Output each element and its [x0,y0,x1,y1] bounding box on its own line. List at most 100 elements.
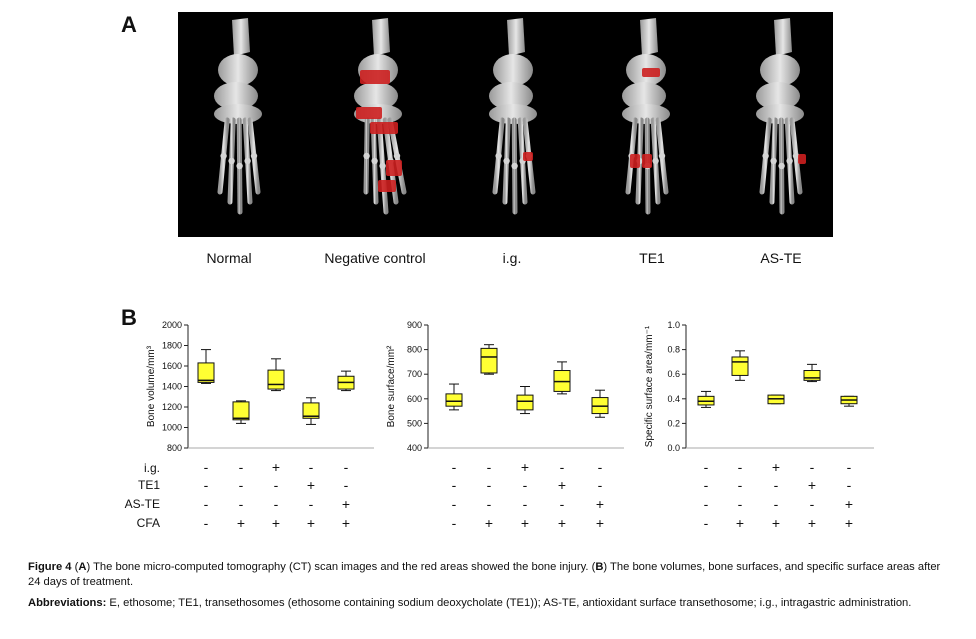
y-tick-label: 900 [407,320,422,330]
treatment-sign: - [597,459,603,475]
y-tick-label: 1000 [162,423,182,433]
box-plot [302,397,320,425]
bone-injury-area [642,154,652,168]
box-plot [803,363,821,383]
treatment-sign: - [238,496,244,512]
box-plot [232,400,250,424]
y-tick-label: 700 [407,369,422,379]
treatment-sign: - [451,459,457,475]
treatment-sign: - [703,515,709,531]
bone-injury-area [356,107,382,119]
paw-ct-render [354,18,407,215]
box-plot [840,395,858,407]
y-tick-label: 800 [407,345,422,355]
box-plot [697,390,715,408]
treatment-sign: - [451,496,457,512]
iqr-box [232,401,250,421]
treatment-sign: - [238,459,244,475]
y-tick-label: 1600 [162,361,182,371]
row-label-te1: TE1 [137,478,160,492]
abbreviations-text: E, ethosome; TE1, transethosomes (ethoso… [106,597,912,609]
treatment-sign: - [238,477,244,493]
treatment-sign: + [341,496,351,512]
caption-b: B [595,561,604,573]
treatment-sign: - [846,459,852,475]
ct-label-ig: i.g. [502,250,522,266]
y-axis-label: Specific surface area/mm⁻¹ [644,325,655,447]
iqr-box [197,362,215,383]
bone-volume-chart: 800 1000 1200 1400 1600 1800 2000 Bone volume/m… [146,320,374,453]
y-tick-label: 500 [407,418,422,428]
panel-a-letter: A [121,12,137,37]
treatment-sign: - [597,477,603,493]
treatment-sign: + [484,515,494,531]
treatment-sign: - [203,459,209,475]
box-plot [591,389,609,418]
treatment-sign: - [343,459,349,475]
treatment-sign: - [522,477,528,493]
y-tick-label: 0.6 [667,369,680,379]
treatment-sign: + [844,515,854,531]
treatment-sign: + [844,496,854,512]
treatment-sign: - [737,496,743,512]
treatment-sign: + [735,515,745,531]
treatment-sign: - [203,477,209,493]
caption-a: A [78,561,87,573]
treatment-sign: + [807,477,817,493]
treatment-sign: - [737,477,743,493]
figure-caption: Figure 4 (A) The bone micro-computed tom… [28,560,948,590]
abbreviations: Abbreviations: E, ethosome; TE1, transet… [28,596,968,611]
treatment-sign: - [522,496,528,512]
treatment-sign: - [703,459,709,475]
box-plot [337,370,355,392]
iqr-box [267,369,285,390]
bone-injury-area [642,68,660,77]
bone-injury-area [378,180,396,192]
treatment-sign: + [520,459,530,475]
y-tick-label: 1800 [162,341,182,351]
y-tick-label: 1400 [162,382,182,392]
row-label-cfa: CFA [136,516,160,530]
treatment-sign: - [773,477,779,493]
paw-ct-render [756,18,806,215]
treatment-sign: - [486,477,492,493]
treatment-sign: - [809,496,815,512]
treatment-sign: + [557,515,567,531]
y-axis-label: Bone surface/mm² [386,345,397,427]
treatment-sign: - [273,477,279,493]
bone-injury-area [360,70,390,84]
y-tick-label: 0.0 [667,443,680,453]
y-tick-label: 400 [407,443,422,453]
treatment-sign: - [203,515,209,531]
bone-surface-chart: 400 500 600 700 800 900 Bone surface/mm² [386,320,624,453]
iqr-box [516,394,534,411]
treatment-sign: - [773,496,779,512]
treatment-sign: + [595,496,605,512]
box-plot [553,361,571,395]
treatment-sign: + [341,515,351,531]
bone-injury-area [630,154,640,168]
panel-b-letter: B [121,305,137,330]
treatment-sign: - [486,459,492,475]
treatment-sign: + [306,515,316,531]
iqr-box [803,370,821,381]
box-plot [731,350,749,381]
y-tick-label: 2000 [162,320,182,330]
treatment-sign: - [846,477,852,493]
y-tick-label: 0.4 [667,394,680,404]
ct-label-as-te: AS-TE [760,250,802,266]
treatment-sign: - [308,459,314,475]
treatment-sign: + [557,477,567,493]
ct-scan-panel [178,12,833,237]
treatment-sign: - [451,477,457,493]
caption-text: ) The bone micro-computed tomography (CT… [86,561,596,573]
box-plot [767,394,785,405]
y-tick-label: 1.0 [667,320,680,330]
caption-figure-label: Figure 4 [28,561,72,573]
ct-label-negative-control: Negative control [324,250,426,266]
box-plot [445,383,463,411]
row-label-ig: i.g. [143,461,160,475]
treatment-sign: + [771,459,781,475]
y-axis-label: Bone volume/mm³ [146,345,157,427]
paw-ct-render [622,18,670,215]
